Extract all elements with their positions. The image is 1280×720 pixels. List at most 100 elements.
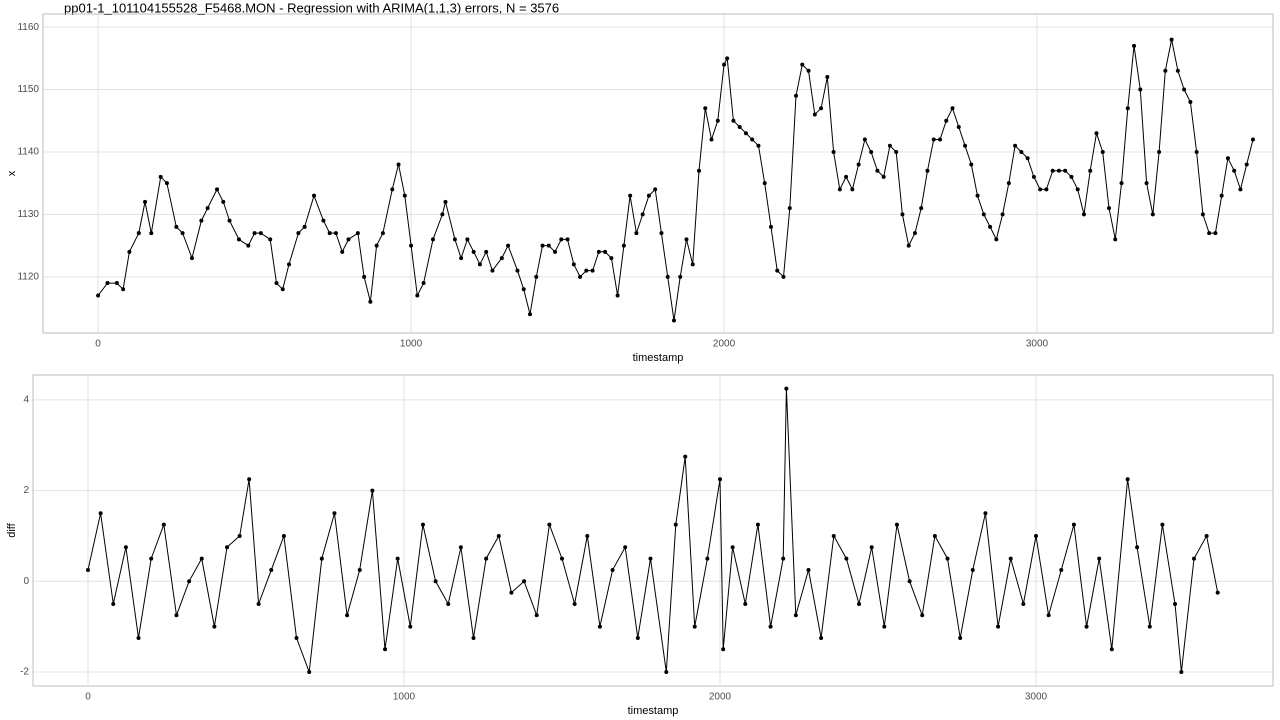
point <box>640 212 645 217</box>
point <box>357 567 362 572</box>
point <box>1081 212 1086 217</box>
point <box>312 193 317 198</box>
point <box>1144 181 1149 186</box>
point <box>446 601 451 606</box>
point <box>1097 556 1102 561</box>
point <box>819 635 824 640</box>
point <box>794 93 799 98</box>
x-tick-label: 2000 <box>709 692 732 703</box>
point <box>907 579 912 584</box>
point <box>136 635 141 640</box>
point <box>287 262 291 267</box>
point <box>258 231 263 236</box>
point <box>981 212 986 217</box>
point <box>756 143 761 148</box>
y-tick-label: 2 <box>23 485 29 496</box>
point <box>565 237 570 242</box>
point <box>408 624 413 629</box>
point <box>189 256 194 261</box>
point <box>653 187 658 192</box>
point <box>1125 106 1130 111</box>
y-tick-label: 0 <box>23 576 29 587</box>
point <box>215 187 220 192</box>
point <box>1138 87 1143 92</box>
point <box>793 613 798 618</box>
point <box>1200 212 1205 217</box>
point <box>730 545 735 550</box>
point <box>396 162 401 167</box>
point <box>440 212 445 217</box>
point <box>775 268 780 273</box>
point <box>527 312 532 317</box>
point <box>433 579 438 584</box>
point <box>221 199 226 204</box>
point <box>1094 131 1099 136</box>
point <box>596 249 601 254</box>
point <box>415 293 420 298</box>
point <box>374 243 379 248</box>
point <box>355 231 360 236</box>
point <box>227 218 232 223</box>
point <box>678 274 683 279</box>
point <box>402 193 407 198</box>
point <box>490 268 495 273</box>
point <box>1063 168 1068 173</box>
point <box>534 274 539 279</box>
point <box>572 601 577 606</box>
point <box>806 68 811 73</box>
point <box>628 193 633 198</box>
point <box>296 231 301 236</box>
point <box>522 579 527 584</box>
point <box>1132 43 1137 48</box>
point <box>1088 168 1093 173</box>
point <box>199 556 204 561</box>
point <box>755 522 760 527</box>
point <box>1000 212 1005 217</box>
point <box>1109 647 1114 652</box>
point <box>1069 174 1074 179</box>
point <box>646 193 651 198</box>
point <box>1204 533 1209 538</box>
point <box>327 231 332 236</box>
point <box>1188 100 1193 105</box>
series-line <box>97 39 1254 321</box>
point <box>1019 149 1024 154</box>
point <box>721 647 726 652</box>
point <box>781 556 786 561</box>
point <box>837 187 842 192</box>
point <box>85 567 90 572</box>
point <box>1056 168 1061 173</box>
point <box>578 274 583 279</box>
point <box>781 274 786 279</box>
x-axis-title: timestamp <box>628 705 679 717</box>
point <box>1071 522 1076 527</box>
point <box>1179 669 1184 674</box>
point <box>615 293 620 298</box>
point <box>812 112 817 117</box>
point <box>1194 149 1199 154</box>
point <box>881 174 886 179</box>
point <box>127 249 132 254</box>
point <box>1125 477 1130 482</box>
point <box>1160 522 1165 527</box>
point <box>988 224 993 229</box>
point <box>932 533 937 538</box>
point <box>452 237 457 242</box>
point <box>471 249 476 254</box>
point <box>307 669 312 674</box>
point <box>683 454 688 459</box>
point <box>1219 193 1224 198</box>
y-tick-label: 1140 <box>17 147 39 158</box>
point <box>340 249 345 254</box>
point <box>856 162 861 167</box>
point <box>692 624 697 629</box>
point <box>659 231 664 236</box>
point <box>671 318 676 323</box>
y-tick-label: 1130 <box>17 209 39 220</box>
point <box>496 533 501 538</box>
point <box>546 243 551 248</box>
point <box>1008 556 1013 561</box>
point <box>256 601 261 606</box>
point <box>1163 68 1168 73</box>
point <box>1169 37 1174 42</box>
